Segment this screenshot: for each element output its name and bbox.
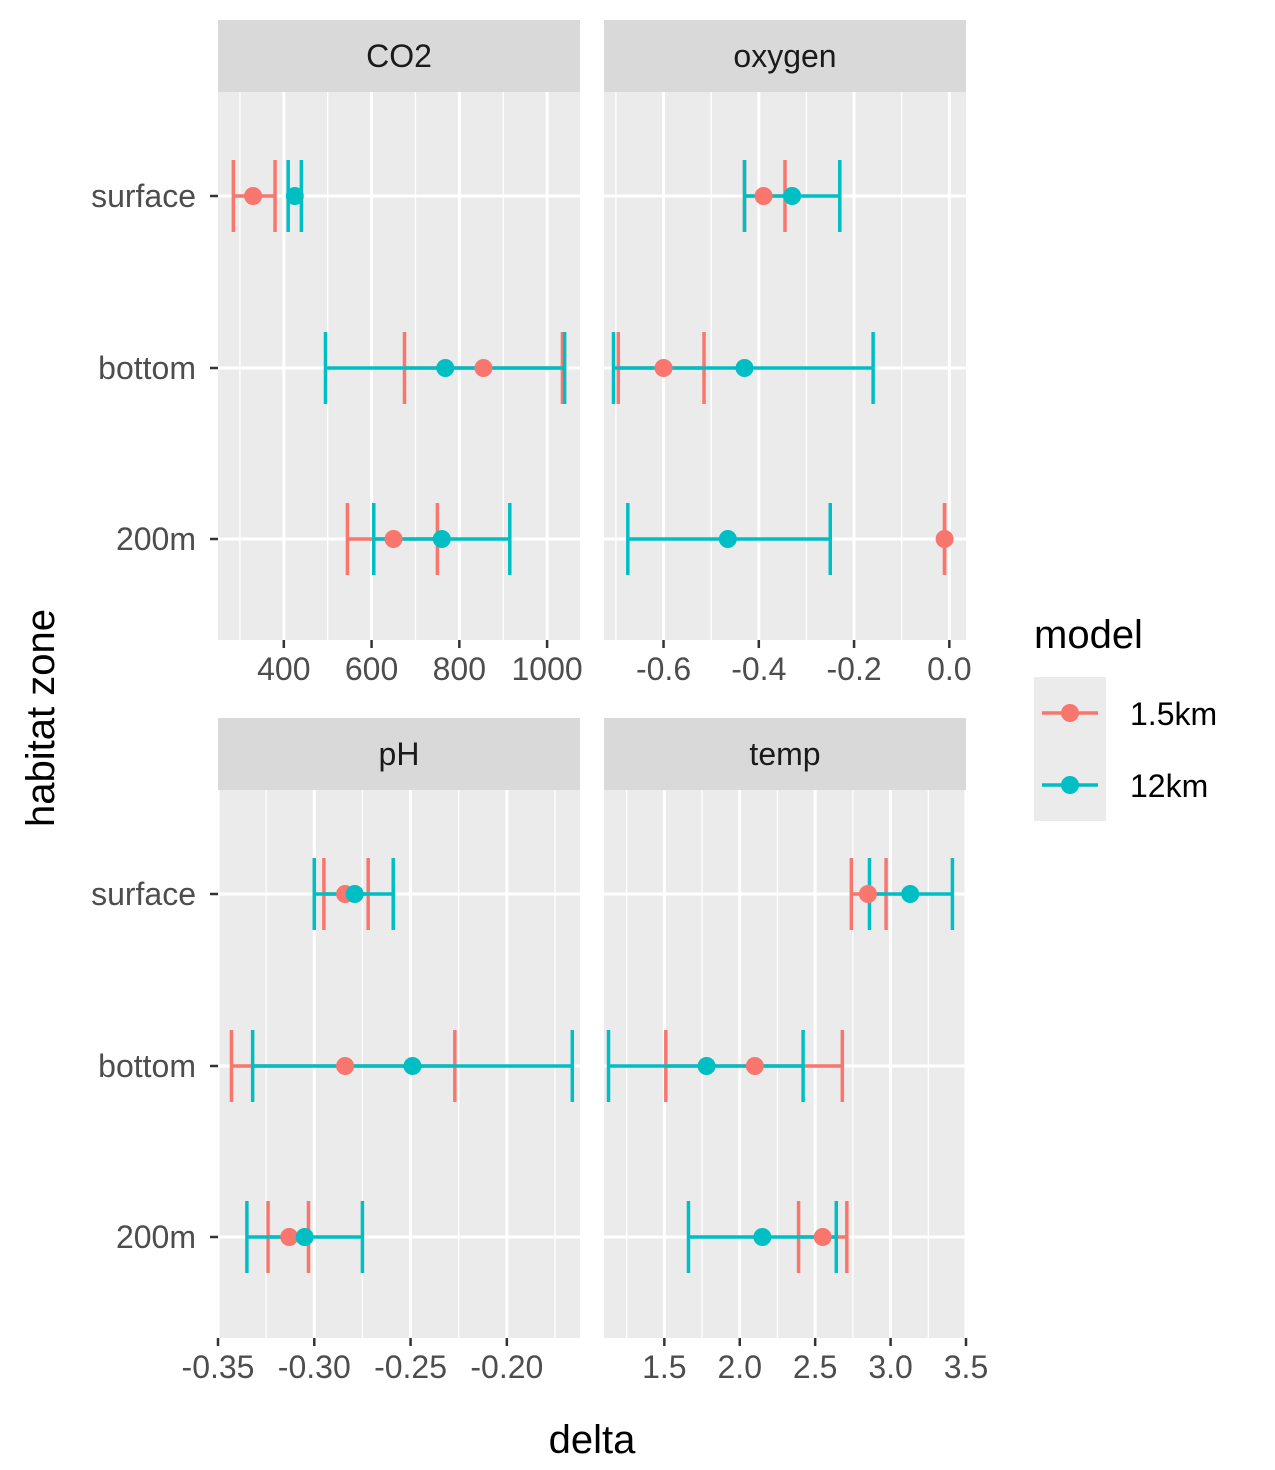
facet-CO2: CO2 400 600 800 1000 surface bottom 200m bbox=[91, 20, 583, 687]
x-tick-label: -0.2 bbox=[826, 651, 881, 687]
facet-panels: CO2 400 600 800 1000 surface bottom 200m oxygen -… bbox=[91, 20, 988, 1385]
y-tick-label: 200m bbox=[116, 1219, 196, 1255]
strip-label: CO2 bbox=[366, 38, 432, 74]
strip-label: temp bbox=[749, 736, 820, 772]
facet-pH: pH -0.35 -0.30 -0.25 -0.20 surface bottom 200m bbox=[91, 718, 580, 1385]
panel-background bbox=[218, 92, 580, 640]
panel-background bbox=[604, 790, 966, 1338]
x-tick-label: -0.4 bbox=[731, 651, 786, 687]
x-tick-label: 3.5 bbox=[944, 1349, 988, 1385]
point-12km-bottom bbox=[436, 359, 455, 377]
point-12km-surface bbox=[901, 885, 920, 903]
strip-oxygen bbox=[604, 20, 966, 92]
point-12km-200m bbox=[295, 1228, 314, 1246]
legend-label: 1.5km bbox=[1130, 696, 1217, 732]
point-1.5km-bottom bbox=[654, 359, 673, 377]
legend-label: 12km bbox=[1130, 768, 1208, 804]
point-12km-surface bbox=[285, 187, 304, 205]
x-tick-label: 2.5 bbox=[793, 1349, 837, 1385]
legend-key-point bbox=[1061, 704, 1079, 722]
strip-label: pH bbox=[379, 736, 420, 772]
y-axis-title: habitat zone bbox=[19, 609, 63, 827]
point-1.5km-surface bbox=[858, 885, 877, 903]
x-tick-label: 0.0 bbox=[927, 651, 971, 687]
y-tick-label: bottom bbox=[98, 350, 196, 386]
x-tick-label: -0.30 bbox=[278, 1349, 351, 1385]
point-12km-surface bbox=[783, 187, 802, 205]
point-12km-bottom bbox=[403, 1057, 422, 1075]
x-tick-label: 1000 bbox=[511, 651, 582, 687]
x-tick-label: -0.20 bbox=[470, 1349, 543, 1385]
strip-pH bbox=[218, 718, 580, 790]
legend: model 1.5km 12km bbox=[1034, 613, 1217, 821]
x-tick-label: 400 bbox=[257, 651, 310, 687]
x-tick-label: -0.6 bbox=[636, 651, 691, 687]
x-tick-label: 800 bbox=[433, 651, 486, 687]
y-tick-label: surface bbox=[91, 876, 196, 912]
point-1.5km-200m bbox=[813, 1228, 832, 1246]
point-12km-surface bbox=[345, 885, 364, 903]
point-12km-200m bbox=[753, 1228, 772, 1246]
x-tick-label: -0.25 bbox=[374, 1349, 447, 1385]
point-1.5km-surface bbox=[754, 187, 773, 205]
legend-title: model bbox=[1034, 613, 1143, 657]
x-tick-label: -0.35 bbox=[182, 1349, 255, 1385]
facet-oxygen: oxygen -0.6 -0.4 -0.2 0.0 bbox=[604, 20, 972, 687]
legend-key-point bbox=[1061, 776, 1079, 794]
point-1.5km-bottom bbox=[474, 359, 493, 377]
point-1.5km-200m bbox=[935, 530, 954, 548]
point-1.5km-bottom bbox=[336, 1057, 355, 1075]
point-12km-bottom bbox=[697, 1057, 716, 1075]
y-tick-label: surface bbox=[91, 178, 196, 214]
x-tick-label: 2.0 bbox=[718, 1349, 762, 1385]
x-axis-title: delta bbox=[549, 1418, 636, 1462]
point-12km-bottom bbox=[735, 359, 754, 377]
facet-temp: temp 1.5 2.0 2.5 3.0 3.5 bbox=[604, 718, 988, 1385]
x-tick-label: 1.5 bbox=[642, 1349, 686, 1385]
point-12km-200m bbox=[432, 530, 451, 548]
panel-background bbox=[218, 790, 580, 1338]
point-1.5km-200m bbox=[280, 1228, 299, 1246]
point-1.5km-bottom bbox=[745, 1057, 764, 1075]
strip-label: oxygen bbox=[733, 38, 836, 74]
x-tick-label: 600 bbox=[345, 651, 398, 687]
strip-CO2 bbox=[218, 20, 580, 92]
x-tick-label: 3.0 bbox=[868, 1349, 912, 1385]
point-1.5km-200m bbox=[384, 530, 403, 548]
strip-temp bbox=[604, 718, 966, 790]
y-tick-label: 200m bbox=[116, 521, 196, 557]
point-1.5km-surface bbox=[244, 187, 263, 205]
y-tick-label: bottom bbox=[98, 1048, 196, 1084]
point-12km-200m bbox=[718, 530, 737, 548]
